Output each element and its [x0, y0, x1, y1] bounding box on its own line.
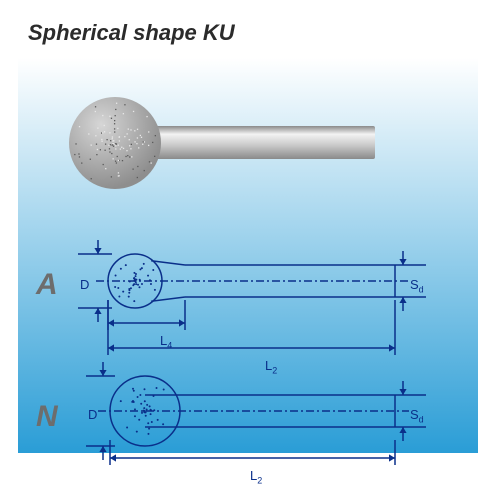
figure-title: Spherical shape KU [28, 20, 235, 46]
variant-label-n: N [36, 400, 58, 434]
dim-d-n: D [88, 407, 97, 422]
dim-sd-a: Sd [410, 277, 424, 295]
dim-l4-a: L4 [160, 333, 172, 351]
dim-d-a: D [80, 277, 89, 292]
dim-l2-n: L2 [250, 468, 262, 486]
diagram-svg [0, 0, 500, 500]
dim-l2-a: L2 [265, 358, 277, 376]
dim-sd-n: Sd [410, 407, 424, 425]
figure-frame: { "title": { "text": "Spherical shape KU… [0, 0, 500, 500]
variant-label-a: A [36, 268, 58, 302]
